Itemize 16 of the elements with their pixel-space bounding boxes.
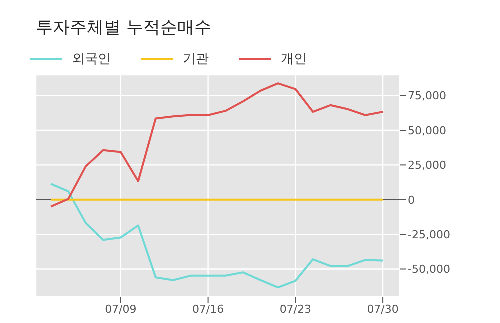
y-tick-label: 50,000 <box>408 124 446 138</box>
chart-title: 투자주체별 누적순매수 <box>36 17 212 39</box>
x-tick-label: 07/09 <box>105 302 137 316</box>
line-series <box>50 183 384 289</box>
legend-label: 외국인 <box>72 51 111 68</box>
x-tick-label: 07/30 <box>367 302 399 316</box>
y-tick-label: -25,000 <box>408 228 450 242</box>
legend-label: 개인 <box>281 51 307 68</box>
x-tick-label: 07/23 <box>280 302 312 316</box>
legend-label: 기관 <box>183 51 209 68</box>
y-tick-label: 0 <box>408 194 415 207</box>
x-tick-label: 07/16 <box>192 302 224 316</box>
y-tick-label: 25,000 <box>408 159 446 172</box>
line-series <box>50 82 384 208</box>
y-tick-label: -50,000 <box>408 263 450 276</box>
y-tick-label: 75,000 <box>408 90 446 103</box>
